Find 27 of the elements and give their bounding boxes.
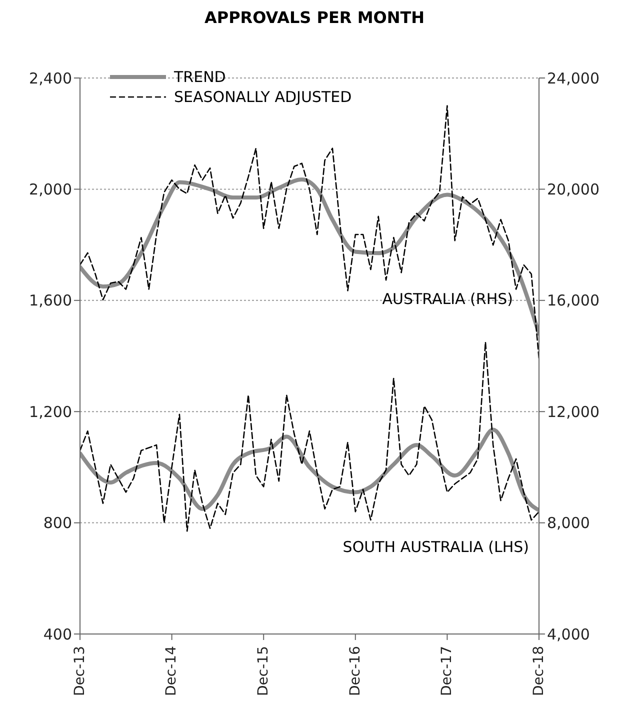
y-tick-label: 1,600: [29, 292, 72, 310]
line-series: [80, 177, 539, 336]
line-series: [80, 428, 539, 512]
x-tick-label: Dec-14: [164, 646, 180, 696]
chart-title: APPROVALS PER MONTH: [203, 8, 426, 28]
line-series: [80, 341, 539, 532]
y2-tick-label: 24,000: [547, 69, 600, 88]
legend-label: SEASONALLY ADJUSTED: [174, 88, 352, 106]
y2-tick-label: 4,000: [547, 625, 590, 644]
x-tick-label: Dec-15: [256, 646, 272, 696]
annotation: AUSTRALIA (RHS): [382, 290, 513, 308]
y-tick-label: 800: [43, 514, 72, 532]
x-tick-label: Dec-17: [439, 646, 456, 696]
y-tick-label: 400: [43, 625, 72, 644]
legend-label: TREND: [174, 68, 226, 86]
y-tick-label: 2,400: [29, 69, 72, 88]
x-tick-label: Dec-18: [530, 646, 547, 696]
x-tick-label: Dec-16: [347, 646, 364, 696]
y-tick-label: 1,200: [29, 402, 72, 421]
y2-tick-label: 12,000: [547, 402, 600, 421]
x-tick-label: Dec-13: [72, 646, 88, 696]
y-tick-label: 2,000: [29, 180, 72, 199]
y2-tick-label: 16,000: [547, 292, 600, 310]
y2-tick-label: 20,000: [547, 180, 600, 199]
y2-tick-label: 8,000: [547, 514, 590, 532]
annotation: SOUTH AUSTRALIA (LHS): [342, 538, 529, 556]
line-series: [80, 105, 539, 360]
